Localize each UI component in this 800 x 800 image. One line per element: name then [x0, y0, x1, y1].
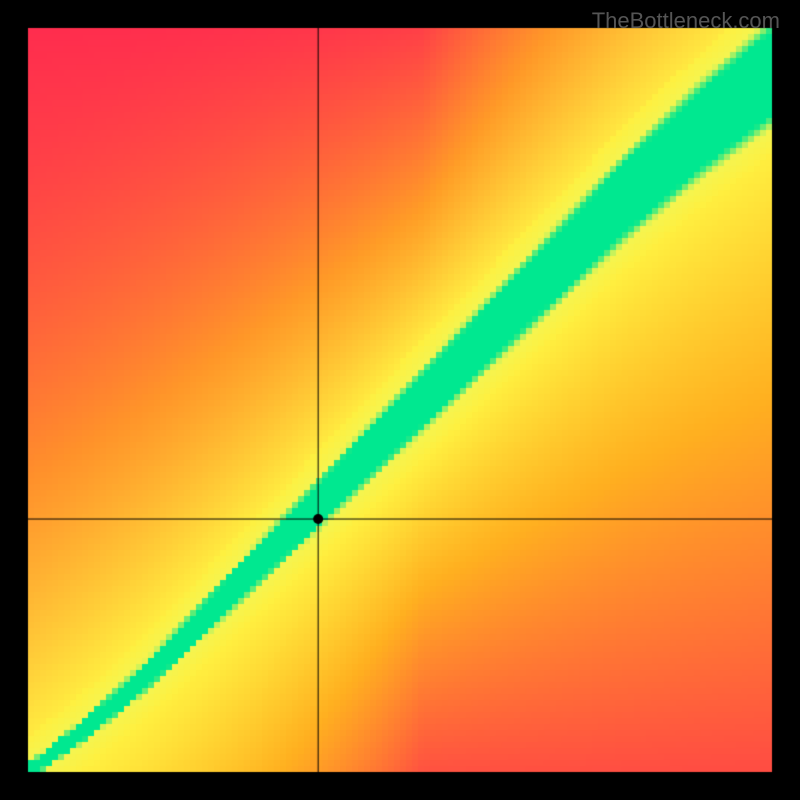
chart-container: TheBottleneck.com — [0, 0, 800, 800]
watermark-text: TheBottleneck.com — [592, 8, 780, 34]
heatmap-canvas — [0, 0, 800, 800]
